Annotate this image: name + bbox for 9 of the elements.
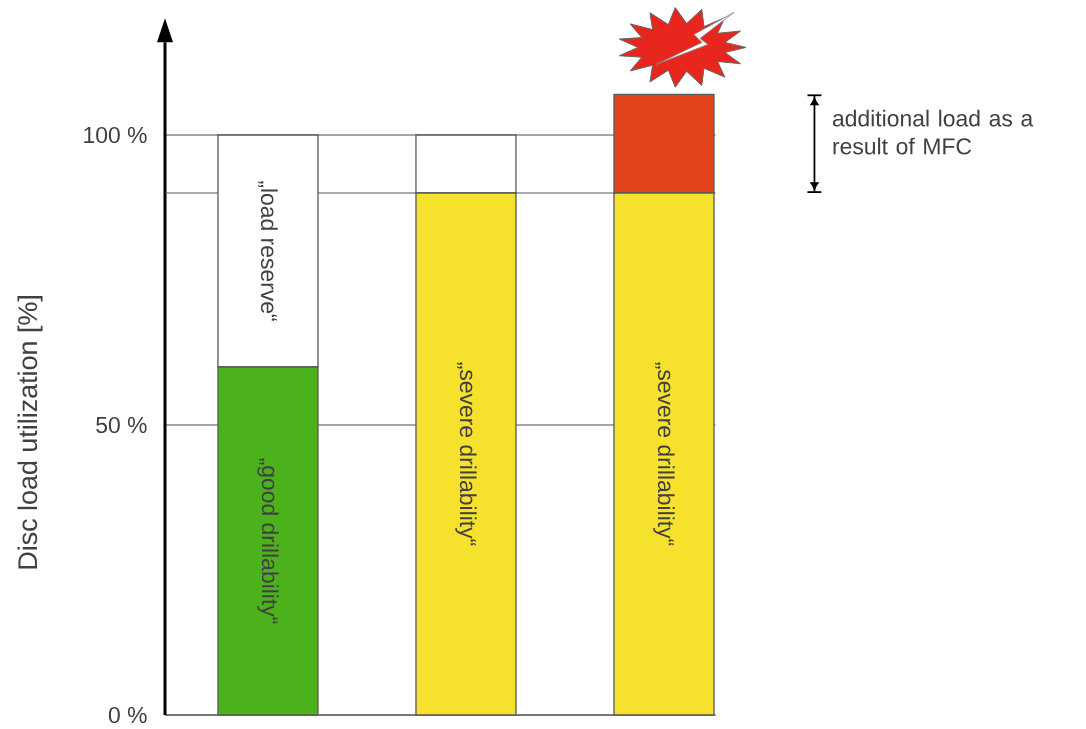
y-tick-label: 100 % <box>84 126 147 144</box>
data-label: „severe drillability“ <box>455 362 477 546</box>
text: additional load as a result of MFC <box>832 109 1034 155</box>
y-axis-title: Disc load utilization [%] <box>17 296 43 569</box>
data-label: „good drillability“ <box>257 458 279 624</box>
data-label: „load reserve“ <box>258 181 278 321</box>
y-tick-label: 0 % <box>108 706 147 724</box>
data-label: „severe drillability“ <box>653 362 675 546</box>
y-tick-label: 50 % <box>96 416 147 434</box>
